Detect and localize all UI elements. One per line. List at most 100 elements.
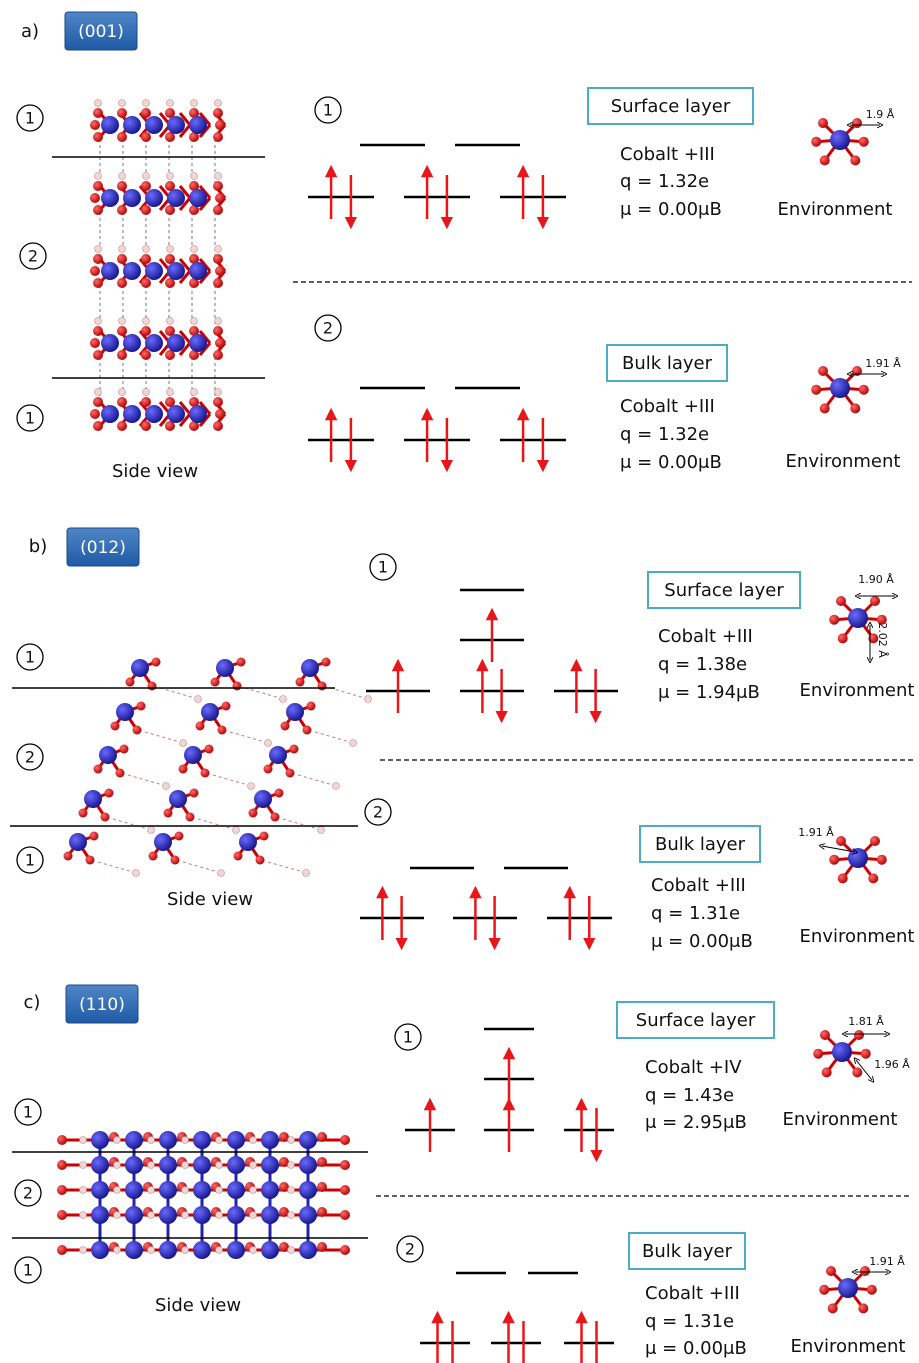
h-atom	[118, 172, 126, 180]
o-atom	[189, 397, 199, 407]
bond-length: 1.90 Å	[858, 573, 894, 586]
co-atom	[167, 334, 185, 352]
h-atom	[181, 1161, 189, 1169]
layer-marker-circle	[396, 1235, 424, 1263]
o-atom	[189, 278, 199, 288]
layer-marker: 2	[323, 319, 333, 338]
o-atom	[279, 1242, 289, 1252]
o-atom	[215, 409, 225, 419]
line	[198, 413, 212, 427]
charge: q = 1.32e	[620, 171, 709, 192]
bond-length: 2.02 Å	[876, 622, 889, 658]
o-atom	[189, 108, 199, 118]
o-atom	[852, 118, 862, 128]
line	[97, 861, 134, 873]
co-atom	[91, 1181, 109, 1199]
co-atom	[299, 1206, 317, 1224]
o-atom	[165, 421, 175, 431]
h-atom	[118, 245, 126, 253]
o-atom	[215, 338, 225, 348]
h-atom	[217, 869, 225, 877]
co-atom	[299, 1131, 317, 1149]
facet-label: (012)	[80, 538, 126, 558]
h-atom	[179, 739, 187, 747]
moment: μ = 0.00μB	[645, 1338, 747, 1359]
o-atom	[189, 254, 199, 264]
o-atom	[213, 108, 223, 118]
o-atom	[213, 278, 223, 288]
co-atom	[838, 1278, 858, 1298]
o-atom	[215, 193, 225, 203]
line	[178, 330, 192, 344]
co-atom	[125, 1181, 143, 1199]
o-atom	[829, 854, 840, 865]
h-atom	[147, 826, 155, 834]
h-atom	[113, 1246, 121, 1254]
bond-length: 1.9 Å	[866, 108, 895, 121]
oxidation: Cobalt +III	[620, 396, 715, 417]
charge: q = 1.32e	[620, 424, 709, 445]
o-atom	[248, 808, 258, 818]
bond-arrow	[856, 1060, 872, 1080]
h-atom	[215, 1186, 223, 1194]
co-atom	[116, 703, 134, 721]
h-atom	[181, 1211, 189, 1219]
co-atom	[123, 189, 141, 207]
line	[244, 687, 281, 699]
o-atom	[117, 278, 127, 288]
layer-title-box	[639, 825, 761, 863]
o-atom	[279, 1182, 289, 1192]
o-atom	[233, 851, 243, 861]
o-atom	[317, 681, 327, 691]
bond-length: 1.91 Å	[798, 826, 834, 839]
line	[198, 270, 212, 284]
o-atom	[813, 1048, 824, 1059]
o-atom	[90, 193, 100, 203]
h-atom	[166, 245, 174, 253]
moment: μ = 0.00μB	[651, 931, 753, 952]
h-atom	[181, 1136, 189, 1144]
line	[267, 861, 304, 873]
o-atom	[259, 831, 269, 841]
layer-marker: 2	[373, 803, 383, 822]
h-atom	[79, 1246, 87, 1254]
o-atom	[819, 1284, 830, 1295]
o-atom	[340, 1210, 350, 1220]
o-atom	[165, 181, 175, 191]
co-atom	[227, 1181, 245, 1199]
o-atom	[117, 205, 127, 215]
environment-label: Environment	[800, 680, 915, 701]
o-atom	[185, 812, 195, 822]
h-atom	[214, 172, 222, 180]
line	[178, 270, 192, 284]
line	[178, 185, 192, 199]
h-atom	[79, 1186, 87, 1194]
h-atom	[79, 1136, 87, 1144]
o-atom	[117, 350, 127, 360]
facet-tag	[64, 11, 138, 51]
o-atom	[117, 108, 127, 118]
o-atom	[90, 120, 100, 130]
co-atom	[101, 189, 119, 207]
layer-marker-circle	[16, 104, 44, 132]
o-atom	[141, 108, 151, 118]
o-atom	[141, 254, 151, 264]
o-atom	[854, 1030, 864, 1040]
co-atom	[830, 130, 850, 150]
line	[178, 112, 192, 126]
layer-marker: 1	[25, 409, 35, 428]
panel-label: c)	[24, 992, 41, 1013]
bond-arrow	[822, 846, 855, 852]
o-atom	[63, 851, 73, 861]
o-atom	[93, 421, 103, 431]
oxidation: Cobalt +III	[645, 1283, 740, 1304]
line	[178, 342, 192, 356]
o-atom	[280, 721, 290, 731]
line	[329, 687, 366, 699]
o-atom	[213, 254, 223, 264]
o-atom	[876, 854, 887, 865]
o-atom	[213, 397, 223, 407]
o-atom	[136, 701, 146, 711]
co-atom	[154, 833, 172, 851]
o-atom	[189, 421, 199, 431]
